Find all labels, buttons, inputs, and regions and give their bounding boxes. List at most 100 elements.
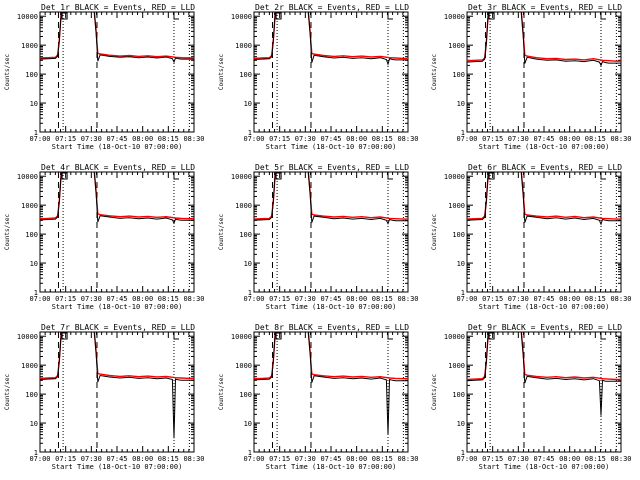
state-marker-corner	[600, 13, 606, 20]
detector-panel: 1 10 100 1000 10000 07:00 07:15 07:30 07:45 08:00…	[431, 163, 632, 311]
x-tick-label: 07:30	[81, 455, 102, 463]
y-tick-label: 10000	[444, 333, 465, 341]
state-marker-box	[488, 172, 495, 180]
y-tick-label: 1000	[448, 362, 465, 370]
events-series-line	[40, 172, 194, 225]
x-tick-label: 08:00	[346, 135, 367, 143]
x-tick-label: 07:30	[81, 135, 102, 143]
y-axis-title: Counts/sec	[431, 54, 438, 91]
events-series-line	[467, 12, 621, 67]
x-axis-title: Start Time (18-Oct-10 07:00:00)	[52, 303, 183, 311]
x-tick-label: 07:15	[482, 295, 503, 303]
y-tick-label: 1000	[448, 42, 465, 50]
x-tick-label: 07:30	[508, 295, 529, 303]
x-tick-label: 07:45	[533, 135, 554, 143]
x-tick-label: 08:15	[585, 135, 606, 143]
y-axis-title: Counts/sec	[4, 374, 11, 411]
events-series-line	[254, 12, 408, 66]
state-marker-corner	[387, 13, 393, 20]
y-tick-label: 1000	[21, 202, 38, 210]
x-tick-label: 07:30	[295, 455, 316, 463]
x-tick-label: 08:00	[559, 135, 580, 143]
y-tick-label: 10	[244, 260, 252, 268]
events-series-line	[40, 12, 194, 64]
y-tick-label: 10	[457, 100, 465, 108]
y-tick-label: 1	[461, 289, 465, 297]
y-tick-label: 10000	[444, 13, 465, 21]
panel-title: Det 4r BLACK = Events, RED = LLD	[41, 163, 195, 172]
x-tick-label: 07:30	[508, 455, 529, 463]
x-tick-label: 08:15	[585, 455, 606, 463]
x-tick-label: 07:30	[81, 295, 102, 303]
y-axis-title: Counts/sec	[218, 374, 225, 411]
panel-title: Det 1r BLACK = Events, RED = LLD	[41, 3, 195, 12]
y-tick-label: 1	[34, 289, 38, 297]
x-tick-label: 08:00	[559, 295, 580, 303]
y-tick-label: 100	[25, 391, 38, 399]
y-tick-label: 1	[248, 449, 252, 457]
state-marker-corner	[600, 333, 606, 340]
x-tick-label: 08:00	[559, 455, 580, 463]
detector-panel: 1 10 100 1000 10000 07:00 07:15 07:30 07:45 08:00…	[4, 323, 205, 471]
y-tick-label: 1000	[235, 42, 252, 50]
y-axis-title: Counts/sec	[431, 214, 438, 251]
x-tick-label: 08:15	[372, 455, 393, 463]
x-tick-label: 07:15	[269, 455, 290, 463]
events-series-line	[254, 172, 408, 225]
panel-title: Det 7r BLACK = Events, RED = LLD	[41, 323, 195, 332]
y-tick-label: 1000	[21, 362, 38, 370]
y-tick-label: 100	[452, 71, 465, 79]
x-tick-label: 07:45	[320, 455, 341, 463]
y-tick-label: 1	[248, 129, 252, 137]
events-series-line	[254, 332, 408, 435]
x-tick-label: 08:30	[183, 135, 204, 143]
state-marker-corner	[173, 333, 179, 340]
x-tick-label: 08:15	[372, 295, 393, 303]
y-tick-label: 1000	[235, 202, 252, 210]
x-tick-label: 07:45	[533, 295, 554, 303]
x-tick-label: 07:45	[106, 455, 127, 463]
x-tick-label: 08:00	[346, 455, 367, 463]
detector-panel: 1 10 100 1000 10000 07:00 07:15 07:30 07:45 08:00…	[218, 3, 419, 151]
x-axis-title: Start Time (18-Oct-10 07:00:00)	[479, 303, 610, 311]
x-tick-label: 08:00	[132, 135, 153, 143]
events-series-line	[467, 332, 621, 416]
y-axis-title: Counts/sec	[4, 214, 11, 251]
x-tick-label: 08:15	[158, 135, 179, 143]
x-tick-label: 07:45	[320, 295, 341, 303]
y-tick-label: 100	[25, 231, 38, 239]
x-tick-label: 07:00	[243, 135, 264, 143]
x-tick-label: 07:15	[55, 135, 76, 143]
y-tick-label: 10	[457, 260, 465, 268]
x-axis-title: Start Time (18-Oct-10 07:00:00)	[266, 143, 397, 151]
y-axis-title: Counts/sec	[218, 214, 225, 251]
x-axis-title: Start Time (18-Oct-10 07:00:00)	[266, 303, 397, 311]
state-marker-box	[275, 172, 282, 180]
y-tick-label: 10000	[231, 13, 252, 21]
state-marker-box	[488, 12, 495, 20]
x-tick-label: 07:00	[243, 455, 264, 463]
state-marker-box	[61, 12, 68, 20]
panel-title: Det 9r BLACK = Events, RED = LLD	[468, 323, 622, 332]
panel-title: Det 3r BLACK = Events, RED = LLD	[468, 3, 622, 12]
x-tick-label: 08:30	[183, 295, 204, 303]
x-tick-label: 07:00	[456, 295, 477, 303]
panel-title: Det 5r BLACK = Events, RED = LLD	[255, 163, 409, 172]
x-tick-label: 07:15	[55, 455, 76, 463]
x-tick-label: 08:15	[372, 135, 393, 143]
state-marker-corner	[173, 13, 179, 20]
events-series-line	[40, 332, 194, 439]
y-tick-label: 100	[452, 231, 465, 239]
y-tick-label: 10000	[17, 13, 38, 21]
y-tick-label: 10000	[17, 173, 38, 181]
detector-panel: 1 10 100 1000 10000 07:00 07:15 07:30 07:45 08:00…	[431, 3, 632, 151]
y-tick-label: 10	[244, 100, 252, 108]
x-tick-label: 07:30	[508, 135, 529, 143]
x-tick-label: 07:15	[269, 295, 290, 303]
events-series-line	[467, 172, 621, 226]
x-tick-label: 08:15	[158, 455, 179, 463]
x-tick-label: 07:00	[243, 295, 264, 303]
x-tick-label: 08:15	[158, 295, 179, 303]
